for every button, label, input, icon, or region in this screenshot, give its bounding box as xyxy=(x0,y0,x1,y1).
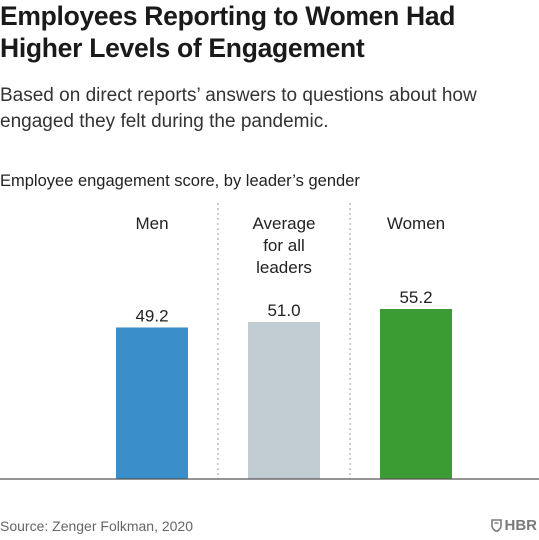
hbr-logo: HBR xyxy=(490,517,538,534)
logo-text: HBR xyxy=(504,517,538,534)
chart-subtitle: Based on direct reports’ answers to ques… xyxy=(0,85,477,132)
source-note: Source: Zenger Folkman, 2020 xyxy=(0,518,193,534)
shield-icon xyxy=(490,519,502,532)
category-label: leaders xyxy=(256,258,312,277)
category-label: Women xyxy=(387,214,445,233)
bar xyxy=(380,309,452,479)
chart-caption: Employee engagement score, by leader’s g… xyxy=(0,172,360,190)
data-label: 49.2 xyxy=(135,306,168,325)
chart-title: Employees Reporting to Women Had Higher … xyxy=(0,1,456,63)
data-label: 51.0 xyxy=(267,301,300,320)
category-label: for all xyxy=(263,236,305,255)
category-label: Men xyxy=(135,214,168,233)
bar xyxy=(116,327,188,479)
category-label: Average xyxy=(252,214,315,233)
data-label: 55.2 xyxy=(399,288,432,307)
bar-chart: 49.2 Men 51.0 Average for all leaders 55.2 Wome… xyxy=(0,203,539,480)
bar xyxy=(248,321,320,479)
